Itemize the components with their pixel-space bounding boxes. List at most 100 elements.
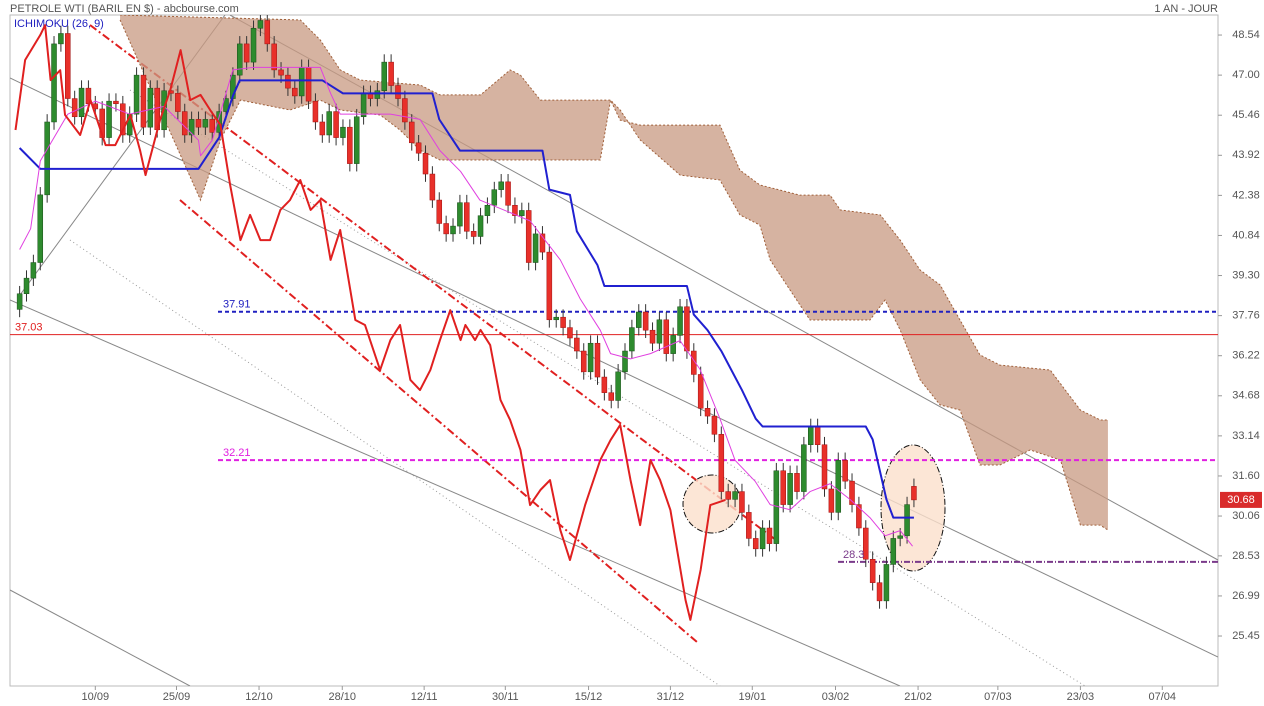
candle-body [65, 33, 71, 99]
candle-body [429, 173, 436, 201]
plot-layer [10, 15, 1218, 621]
level-label: 37.03 [15, 322, 43, 334]
candle-body [477, 215, 484, 237]
candle-body [794, 473, 800, 492]
candle-body [835, 460, 842, 513]
candle-body [133, 74, 140, 115]
candle-body [23, 277, 30, 295]
candle-body [402, 98, 408, 123]
candle-body [801, 444, 807, 492]
candle-body [897, 535, 903, 539]
x-tick-label: 31/12 [657, 691, 685, 703]
x-tick-label: 30/11 [492, 691, 519, 703]
candle-body [464, 202, 470, 232]
highlight-ellipse [880, 444, 946, 572]
candle-body [739, 491, 745, 513]
candle-body [250, 28, 257, 63]
candle-body [305, 67, 312, 102]
candle-body [147, 87, 154, 128]
candle-body [422, 152, 429, 175]
candle-body [773, 470, 780, 544]
y-tick-label: 48.54 [1232, 29, 1260, 41]
candle-body [567, 327, 573, 339]
candle-body [498, 181, 504, 190]
candle-body [718, 434, 725, 492]
candle-body [642, 311, 649, 331]
candle-body [360, 93, 367, 118]
candle-body [443, 223, 449, 235]
candle-body [395, 85, 401, 99]
candle-body [594, 342, 601, 378]
cloud-span [119, 19, 1109, 531]
candle-body [381, 61, 387, 91]
candle-body [601, 376, 608, 393]
candle-body [51, 43, 57, 123]
candle-body [484, 205, 491, 216]
candle-body [697, 374, 704, 409]
indicator-line [19, 66, 913, 547]
candle-body [298, 67, 305, 97]
candle-body [587, 342, 594, 373]
candle-body [525, 210, 532, 263]
candle-body [106, 100, 112, 138]
x-tick-label: 07/04 [1149, 691, 1177, 703]
candle-body [869, 558, 876, 583]
y-tick-label: 31.60 [1232, 470, 1260, 482]
indicator-label: ICHIMOKU (26, 9) [14, 18, 104, 30]
candle-body [546, 251, 553, 321]
y-tick-label: 39.30 [1232, 269, 1260, 281]
candle-body [30, 262, 37, 279]
candle-body [44, 121, 50, 196]
candle-body [243, 43, 250, 63]
timeframe: 1 AN - JOUR [1154, 3, 1218, 15]
indicator-line [18, 79, 914, 519]
candle-body [711, 415, 718, 435]
candle-body [539, 233, 546, 253]
candle-body [257, 20, 264, 29]
y-tick-label: 30.06 [1232, 510, 1260, 522]
candle-body [388, 61, 394, 86]
candle-body [113, 100, 119, 105]
candle-body [636, 311, 642, 328]
candle-body [649, 329, 656, 344]
candle-body [615, 371, 621, 401]
candle-body [766, 527, 773, 544]
candle-body [37, 194, 44, 263]
candle-body [911, 486, 917, 501]
candle-body [271, 43, 277, 71]
y-tick-label: 37.76 [1232, 310, 1260, 322]
indicator-line [14, 24, 726, 621]
channel-line [69, 239, 721, 686]
channel-line [10, 589, 191, 686]
candle-body [374, 90, 381, 99]
candle-body [450, 225, 456, 235]
candle-body [663, 319, 670, 354]
level-label: 37.91 [223, 299, 251, 311]
candle-body [436, 199, 443, 224]
candle-body [876, 582, 883, 602]
last-price-box [1220, 491, 1262, 508]
candle-body [532, 233, 539, 263]
candle-body [312, 100, 319, 123]
candle-body [237, 43, 243, 76]
y-tick-label: 25.45 [1232, 630, 1260, 642]
chart-title: PETROLE WTI (BARIL EN $) - abcbourse.com [10, 3, 239, 15]
candle-body [725, 491, 731, 500]
cloud-span [120, 15, 1108, 421]
x-tick-label: 03/02 [822, 691, 850, 703]
candle-body [560, 316, 566, 328]
candle-body [629, 327, 635, 352]
y-tick-label: 40.84 [1232, 229, 1260, 241]
candle-body [71, 98, 78, 118]
candle-body [175, 93, 181, 112]
candle-body [807, 426, 814, 445]
candle-body [821, 444, 828, 490]
x-tick-label: 07/03 [984, 691, 1012, 703]
candle-body [684, 306, 690, 352]
candle-body [408, 121, 415, 144]
candle-body [347, 126, 353, 164]
last-price-label: 30.68 [1227, 494, 1255, 506]
candle-body [780, 470, 786, 505]
candle-body [512, 205, 518, 216]
